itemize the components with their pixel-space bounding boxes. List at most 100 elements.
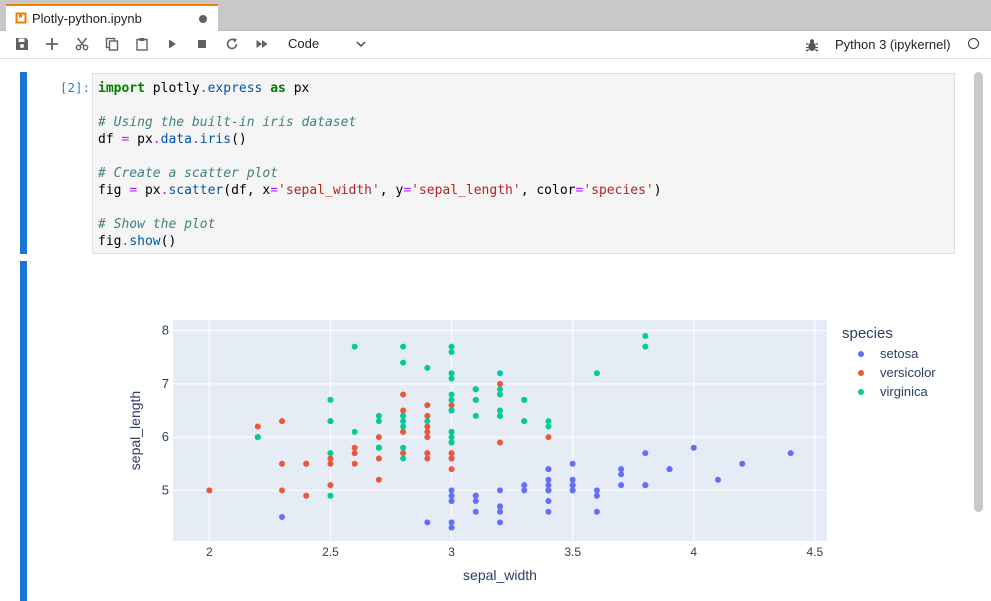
data-point-versicolor[interactable] [206,487,213,494]
data-point-versicolor[interactable] [351,450,358,457]
data-point-virginica[interactable] [400,444,407,451]
data-point-versicolor[interactable] [279,487,285,494]
data-point-setosa[interactable] [593,508,600,515]
data-point-setosa[interactable] [618,482,625,489]
data-point-virginica[interactable] [497,370,503,377]
data-point-versicolor[interactable] [448,466,455,473]
data-point-setosa[interactable] [569,460,576,467]
data-point-virginica[interactable] [448,375,455,382]
cell-type-select[interactable]: Code [288,36,320,51]
data-point-setosa[interactable] [739,460,746,467]
data-point-versicolor[interactable] [400,407,407,414]
data-point-versicolor[interactable] [448,402,455,409]
data-point-virginica[interactable] [400,455,407,462]
data-point-setosa[interactable] [545,508,552,515]
data-point-virginica[interactable] [593,370,600,377]
data-point-versicolor[interactable] [279,460,285,467]
data-point-virginica[interactable] [400,418,407,425]
data-point-versicolor[interactable] [375,434,382,441]
data-point-setosa[interactable] [690,444,697,451]
data-point-versicolor[interactable] [424,428,431,435]
data-point-virginica[interactable] [497,386,503,393]
data-point-setosa[interactable] [448,498,455,505]
data-point-versicolor[interactable] [303,492,310,499]
data-point-virginica[interactable] [448,439,455,446]
save-button[interactable] [14,36,30,52]
data-point-versicolor[interactable] [424,412,431,419]
data-point-virginica[interactable] [472,396,479,403]
data-point-setosa[interactable] [545,487,552,494]
data-point-virginica[interactable] [375,444,382,451]
data-point-versicolor[interactable] [545,434,552,441]
chevron-down-icon[interactable] [355,38,367,50]
data-point-virginica[interactable] [472,412,479,419]
data-point-virginica[interactable] [448,348,455,355]
data-point-setosa[interactable] [279,514,285,521]
data-point-virginica[interactable] [327,450,334,457]
data-point-virginica[interactable] [351,428,358,435]
data-point-virginica[interactable] [400,412,407,419]
data-point-setosa[interactable] [569,476,576,483]
data-point-virginica[interactable] [375,418,382,425]
data-point-versicolor[interactable] [424,423,431,430]
data-point-setosa[interactable] [593,492,600,499]
data-point-versicolor[interactable] [351,460,358,467]
data-point-setosa[interactable] [787,450,794,457]
data-point-virginica[interactable] [448,428,455,435]
data-point-setosa[interactable] [448,492,455,499]
data-point-setosa[interactable] [448,524,455,531]
data-point-setosa[interactable] [521,482,528,489]
data-point-versicolor[interactable] [254,423,261,430]
copy-button[interactable] [104,36,120,52]
data-point-setosa[interactable] [448,519,455,526]
data-point-setosa[interactable] [545,466,552,473]
output-collapser[interactable] [20,261,27,601]
data-point-virginica[interactable] [327,418,334,425]
data-point-setosa[interactable] [642,482,649,489]
data-point-virginica[interactable] [327,396,334,403]
data-point-setosa[interactable] [642,450,649,457]
data-point-setosa[interactable] [472,498,479,505]
data-point-virginica[interactable] [327,492,334,499]
data-point-virginica[interactable] [448,343,455,350]
data-point-setosa[interactable] [545,476,552,483]
data-point-versicolor[interactable] [424,434,431,441]
data-point-setosa[interactable] [666,466,673,473]
data-point-setosa[interactable] [618,471,625,478]
data-point-virginica[interactable] [642,332,649,339]
data-point-setosa[interactable] [497,508,503,515]
data-point-virginica[interactable] [545,423,552,430]
interrupt-button[interactable] [194,36,210,52]
data-point-versicolor[interactable] [497,439,503,446]
data-point-versicolor[interactable] [327,482,334,489]
unsaved-dot-icon[interactable] [199,15,207,23]
data-point-versicolor[interactable] [375,476,382,483]
paste-button[interactable] [134,36,150,52]
data-point-versicolor[interactable] [424,455,431,462]
data-point-versicolor[interactable] [448,455,455,462]
data-point-virginica[interactable] [497,391,503,398]
data-point-virginica[interactable] [375,412,382,419]
data-point-setosa[interactable] [545,482,552,489]
vertical-scrollbar[interactable] [974,72,983,512]
insert-cell-button[interactable] [44,36,60,52]
restart-run-all-button[interactable] [254,36,270,52]
data-point-setosa[interactable] [424,519,431,526]
data-point-virginica[interactable] [497,407,503,414]
data-point-virginica[interactable] [400,343,407,350]
run-button[interactable] [164,36,180,52]
code-text[interactable]: import plotly.express as px # Using the … [98,80,662,250]
data-point-setosa[interactable] [593,487,600,494]
data-point-virginica[interactable] [400,359,407,366]
data-point-setosa[interactable] [545,498,552,505]
data-point-setosa[interactable] [569,487,576,494]
data-point-setosa[interactable] [521,487,528,494]
data-point-versicolor[interactable] [375,455,382,462]
cell-collapser[interactable] [20,72,27,254]
data-point-versicolor[interactable] [351,444,358,451]
data-point-virginica[interactable] [424,418,431,425]
data-point-versicolor[interactable] [424,402,431,409]
data-point-versicolor[interactable] [400,450,407,457]
notebook-tab[interactable]: Plotly-python.ipynb [6,4,218,31]
data-point-virginica[interactable] [642,343,649,350]
